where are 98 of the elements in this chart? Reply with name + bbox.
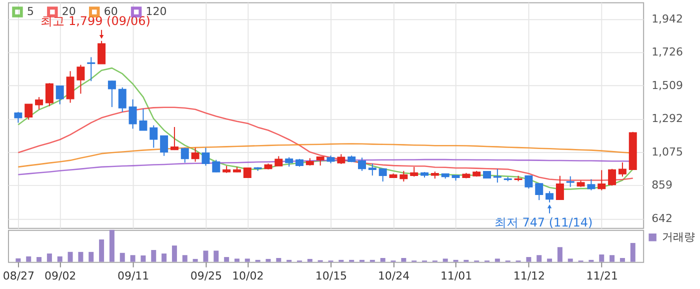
candlestick <box>98 40 106 64</box>
candlestick <box>243 168 252 178</box>
bar <box>151 250 156 262</box>
x-tick-label: 10/15 <box>315 269 348 282</box>
x-tick-label: 10/02 <box>232 269 264 282</box>
bar <box>380 258 386 262</box>
bar <box>568 258 573 262</box>
candlestick <box>202 147 210 166</box>
bar <box>36 257 42 262</box>
candlestick <box>14 111 22 124</box>
bar <box>266 258 271 262</box>
candlestick <box>378 168 387 182</box>
candlestick <box>24 104 33 120</box>
bar <box>214 250 219 262</box>
bar <box>224 257 230 262</box>
bar <box>276 258 282 262</box>
bar <box>88 252 94 262</box>
bar <box>203 250 208 262</box>
bar <box>234 258 240 262</box>
bar <box>109 230 114 262</box>
bar <box>494 258 500 262</box>
bar <box>547 258 552 262</box>
x-tick-label: 11/01 <box>440 269 472 282</box>
candlestick <box>66 70 74 104</box>
candlestick <box>368 163 376 176</box>
x-tick-label: 11/12 <box>513 269 546 282</box>
y-tick-label: 1,292 <box>652 112 683 126</box>
candlestick <box>608 168 616 186</box>
candlestick <box>76 64 85 94</box>
candlestick <box>170 126 178 151</box>
bar <box>130 255 136 262</box>
x-tick-label: 09/11 <box>117 269 150 282</box>
candlestick <box>566 176 574 188</box>
candlestick <box>45 82 54 107</box>
y-tick-label: 1,942 <box>652 12 683 26</box>
candlestick <box>128 98 137 130</box>
bar <box>192 258 198 262</box>
y-tick-label: 642 <box>652 212 673 226</box>
bar <box>630 242 636 262</box>
candlestick <box>160 135 168 156</box>
bar <box>182 255 188 262</box>
candlestick <box>546 190 554 203</box>
candlestick <box>524 175 533 190</box>
candlestick <box>118 86 126 112</box>
y-tick-label: 859 <box>652 178 673 192</box>
x-tick-label: 11/21 <box>586 269 618 282</box>
bar <box>599 254 604 262</box>
bar <box>16 258 21 262</box>
candlestick <box>108 80 116 108</box>
bar <box>442 258 448 262</box>
candlestick <box>358 157 366 172</box>
bar <box>610 255 615 262</box>
candlestick <box>493 168 502 184</box>
bar <box>99 239 104 262</box>
bar <box>536 255 542 262</box>
bar <box>140 255 146 262</box>
bar <box>120 252 125 262</box>
candlestick <box>400 170 408 182</box>
bar <box>620 258 625 262</box>
candlestick <box>35 96 44 110</box>
y-tick-label: 1,075 <box>652 146 683 159</box>
x-tick-label: 09/25 <box>190 269 222 282</box>
bar <box>78 252 84 262</box>
candlestick <box>587 178 596 191</box>
candlestick <box>337 154 346 165</box>
candlestick <box>556 175 564 200</box>
y-tick-label: 1,509 <box>652 78 683 92</box>
y-tick-label: 1,726 <box>652 46 683 59</box>
candlestick <box>87 56 96 82</box>
bar <box>46 254 52 262</box>
bar <box>244 258 250 262</box>
bar <box>401 258 406 262</box>
bar <box>557 247 562 262</box>
bar <box>172 246 177 262</box>
candlestick <box>191 147 200 162</box>
bar <box>57 256 62 262</box>
bar <box>526 257 532 262</box>
candlestick <box>180 147 189 164</box>
bar <box>26 256 32 262</box>
annotation: 최저 747 (11/14) <box>494 215 593 230</box>
bar <box>68 252 73 262</box>
candlestick <box>150 124 158 148</box>
candlestick <box>410 166 418 178</box>
x-tick-label: 09/02 <box>44 269 76 282</box>
x-tick-label: 08/27 <box>2 269 35 282</box>
candlestick <box>535 183 544 201</box>
candlestick <box>274 156 283 166</box>
candlestick <box>139 108 148 131</box>
x-tick-label: 10/24 <box>378 269 410 282</box>
legend-label: 5 <box>26 4 34 18</box>
bar <box>307 258 312 262</box>
candlestick <box>56 85 64 105</box>
candlestick <box>618 162 626 178</box>
bar <box>162 254 167 262</box>
legend-label: 거래량 <box>662 230 696 244</box>
candlestick <box>285 156 294 168</box>
candlestick <box>212 159 220 173</box>
candlestick <box>598 170 606 191</box>
